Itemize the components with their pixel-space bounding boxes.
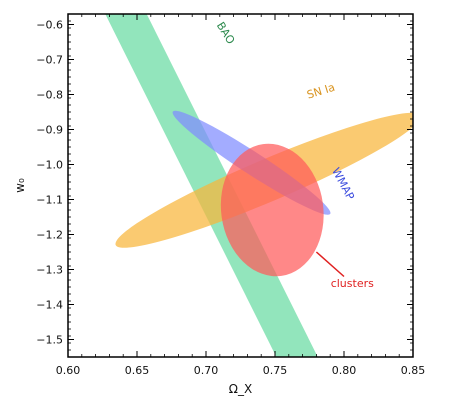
y-tick-label: −0.6: [36, 19, 63, 32]
x-tick-label: 0.85: [401, 364, 426, 377]
plot-frame: [67, 13, 414, 358]
x-tick-label: 0.70: [194, 364, 219, 377]
clusters-label: clusters: [331, 277, 374, 290]
y-tick-label: −1.3: [36, 264, 63, 277]
y-tick-label: −0.9: [36, 124, 63, 137]
clusters-region: [220, 143, 324, 277]
wmap-label: WMAP: [329, 166, 357, 203]
y-tick-label: −1.0: [36, 159, 63, 172]
y-axis-label: w₀: [13, 178, 27, 193]
y-tick-label: −0.8: [36, 89, 63, 102]
y-tick-label: −1.2: [36, 229, 63, 242]
annotations: [315, 251, 345, 278]
sn-ia-label: SN Ia: [305, 81, 336, 102]
confidence-regions: [105, 14, 413, 357]
x-tick-label: 0.80: [332, 364, 357, 377]
x-tick-label: 0.65: [125, 364, 150, 377]
axis-ticks: [67, 13, 414, 358]
x-axis-label: Ω_X: [229, 382, 252, 396]
clusters-pointer-line: [315, 251, 345, 278]
y-tick-label: −1.1: [36, 194, 63, 207]
x-tick-label: 0.60: [56, 364, 81, 377]
bao-label: BAO: [214, 20, 238, 47]
tick-labels: 0.60 0.65 0.70 0.75 0.80 0.85 −0.6 −0.7 −0.8 −0.9…: [36, 19, 425, 378]
x-tick-label: 0.75: [263, 364, 288, 377]
y-tick-label: −1.5: [36, 334, 63, 347]
y-tick-label: −1.4: [36, 299, 63, 312]
y-tick-label: −0.7: [36, 54, 63, 67]
